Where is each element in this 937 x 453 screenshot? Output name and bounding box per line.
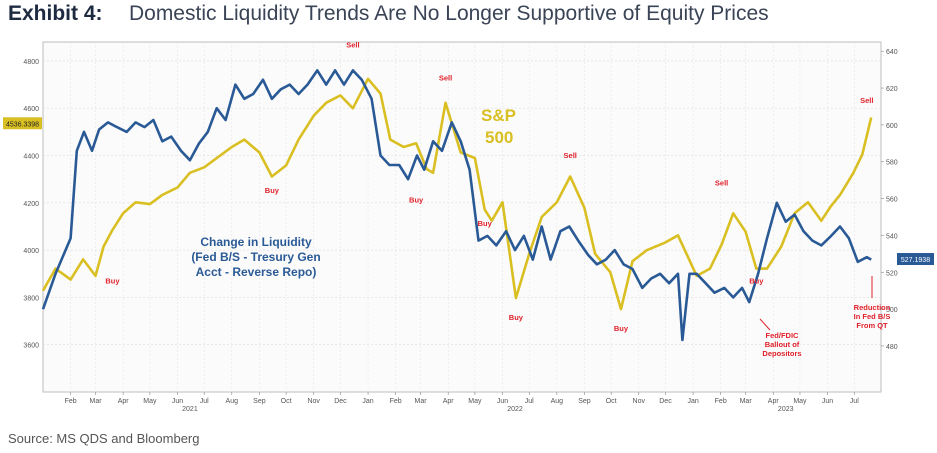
series-lines [41,69,873,342]
sell-annotation: Sell [715,179,728,188]
x-month-label: Sep [253,398,266,405]
x-year-label: 2022 [507,406,523,413]
exhibit-number: Exhibit 4: [8,2,103,25]
sp500-value-badge [897,253,934,266]
exhibit-header: Exhibit 4: Domestic Liquidity Trends Are… [8,2,769,32]
sp500-series-line [41,77,873,311]
x-month-label: Nov [633,398,646,405]
chart-container: 3600 3800 4000 4200 4400 4600 4800 480 500 520 540… [0,36,937,424]
x-month-label: Jun [822,398,833,405]
y-right-tick-label: 620 [886,86,898,93]
buy-annotation: Buy [265,186,280,195]
liquidity-series-label-2: (Fed B/S - Tresury Gen [191,250,320,264]
y-left-tick-label: 4600 [23,106,39,113]
sell-annotation: Sell [346,41,359,50]
liquidity-value-badge-label: 4536.3398 [6,121,39,128]
x-year-label: 2021 [182,406,198,413]
x-month-label: Mar [740,398,753,405]
y-left-tick-label: 4400 [23,154,39,161]
source-note: Source: MS QDS and Bloomberg [8,431,200,446]
buy-annotation: Buy [409,195,424,204]
liquidity-value-badge [3,117,42,130]
reduction-annotation: Reduction [854,303,891,312]
x-month-label: Dec [334,398,347,405]
y-right-tick-label: 480 [886,344,898,351]
reduction-annotation-2: In Fed B/S [854,312,891,321]
x-month-label: Nov [307,398,320,405]
value-badges: 4536.3398 527.1938 [3,117,934,266]
y-right-tick-label: 580 [886,160,898,167]
sell-annotation: Sell [860,96,873,105]
x-month-label: Jan [362,398,373,405]
x-month-label: Sep [578,398,591,405]
fdic-annotation-3: Depositors [762,349,801,358]
buy-sell-annotations: Sell Sell Sell Sell Sell Buy Buy Buy Buy Buy Buy Bu… [105,41,873,334]
x-month-label: May [468,398,482,405]
sp500-series-label-2: 500 [485,128,513,147]
x-month-label: Jun [172,398,183,405]
liquidity-vs-sp500-chart: 3600 3800 4000 4200 4400 4600 4800 480 500 520 540… [3,41,934,413]
buy-annotation: Buy [105,276,120,285]
y-right-tick-label: 640 [886,49,898,56]
x-month-label: Mar [415,398,428,405]
x-month-label: Apr [118,398,130,405]
y-left-tick-label: 4200 [23,201,39,208]
y-right-tick-label: 560 [886,197,898,204]
sp500-series-label: S&P [481,106,516,125]
x-month-label: Dec [659,398,672,405]
fdic-annotation-2: Ballout of [765,340,800,349]
x-month-label: May [143,398,157,405]
sell-annotation: Sell [439,74,452,83]
y-right-tick-label: 500 [886,307,898,314]
x-month-label: Feb [390,398,402,405]
x-month-label: Aug [226,398,239,405]
x-month-label: Oct [281,398,292,405]
y-right-tick-label: 520 [886,270,898,277]
sell-annotation: Sell [564,151,577,160]
x-month-label: Apr [768,398,780,405]
liquidity-series-line [41,69,872,342]
liquidity-series-label: Change in Liquidity [200,235,312,249]
x-month-label: Jul [525,398,534,405]
y-right-tick-label: 600 [886,123,898,130]
fdic-annotation: Fed/FDIC [766,331,799,340]
x-month-label: Jul [850,398,859,405]
buy-annotation: Buy [509,313,524,322]
x-month-label: Feb [65,398,77,405]
plot-area-background [42,41,882,393]
x-month-label: Jul [200,398,209,405]
x-month-label: Oct [606,398,617,405]
exhibit-title: Domestic Liquidity Trends Are No Longer … [128,2,769,25]
x-month-label: May [793,398,807,405]
y-left-tick-label: 3600 [23,343,39,350]
sp500-value-badge-label: 527.1938 [901,257,930,264]
liquidity-series-label-3: Acct - Reverse Repo) [196,265,317,279]
y-left-tick-label: 4800 [23,59,39,66]
x-month-label: Jan [687,398,698,405]
buy-annotation: Buy [478,219,493,228]
x-month-label: Apr [443,398,455,405]
buy-annotation: Buy [614,324,629,333]
x-month-label: Feb [715,398,727,405]
x-month-label: Jun [497,398,508,405]
buy-annotation: Buy [749,276,764,285]
y-right-tick-label: 540 [886,233,898,240]
y-left-tick-label: 4000 [23,248,39,255]
x-year-label: 2023 [778,406,794,413]
axes: 3600 3800 4000 4200 4400 4600 4800 480 500 520 540… [23,49,897,413]
x-month-label: Mar [90,398,103,405]
x-month-label: Aug [551,398,564,405]
fdic-arrow [759,318,771,331]
reduction-annotation-3: From QT [856,321,888,330]
y-left-tick-label: 3800 [23,295,39,302]
